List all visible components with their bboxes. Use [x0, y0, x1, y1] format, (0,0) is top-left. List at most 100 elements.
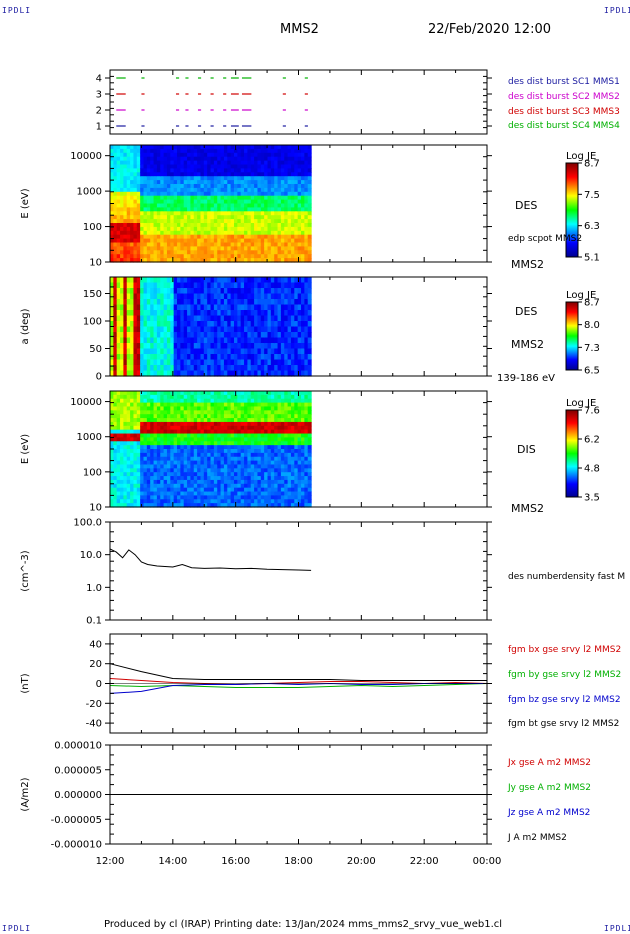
heatmap-cell: [301, 315, 305, 322]
heatmap-cell: [274, 184, 279, 189]
heatmap-cell: [187, 310, 192, 317]
heatmap-cell: [136, 315, 141, 322]
heatmap-cell: [187, 184, 192, 189]
heatmap-cell: [227, 207, 232, 212]
heatmap-cell: [150, 398, 155, 404]
heatmap-cell: [207, 180, 212, 185]
heatmap-cell: [301, 288, 305, 295]
heatmap-cell: [123, 402, 128, 408]
heatmap-cell: [217, 398, 222, 404]
heatmap-cell: [240, 365, 245, 372]
heatmap-cell: [173, 172, 178, 177]
heatmap-cell: [116, 187, 121, 193]
heatmap-cell: [284, 495, 289, 500]
heatmap-cell: [156, 277, 161, 284]
heatmap-cell: [120, 437, 125, 442]
heatmap-cell: [173, 238, 178, 244]
heatmap-cell: [284, 326, 289, 333]
heatmap-cell: [230, 242, 235, 247]
heatmap-cell: [257, 464, 262, 469]
heatmap-cell: [163, 452, 168, 458]
y-tick-label: 1000: [77, 187, 102, 198]
heatmap-cell: [110, 495, 114, 500]
heatmap-cell: [150, 354, 155, 361]
heatmap-cell: [156, 164, 161, 169]
heatmap-cell: [213, 310, 218, 317]
heatmap-cell: [213, 472, 218, 477]
heatmap-cell: [294, 254, 299, 259]
heatmap-cell: [301, 223, 305, 228]
heatmap-cell: [143, 503, 148, 508]
heatmap-cell: [267, 207, 272, 212]
heatmap-cell: [173, 207, 178, 212]
heatmap-cell: [237, 433, 242, 438]
heatmap-cell: [126, 250, 131, 255]
heatmap-cell: [270, 479, 275, 485]
heatmap-cell: [153, 456, 158, 462]
heatmap-cell: [223, 211, 228, 216]
heatmap-cell: [166, 418, 171, 423]
heatmap-cell: [304, 464, 309, 469]
heatmap-cell: [113, 391, 118, 396]
heatmap-cell: [264, 359, 269, 366]
heatmap-cell: [217, 487, 222, 493]
heatmap-cell: [294, 160, 299, 166]
heatmap-cell: [173, 250, 178, 255]
heatmap-cell: [163, 429, 168, 435]
heatmap-cell: [123, 234, 128, 240]
heatmap-cell: [213, 299, 218, 306]
heatmap-cell: [254, 230, 259, 236]
heatmap-cell: [193, 437, 198, 442]
heatmap-cell: [280, 491, 285, 496]
heatmap-cell: [116, 238, 121, 244]
heatmap-cell: [187, 230, 192, 236]
heatmap-cell: [290, 187, 295, 193]
heatmap-cell: [250, 234, 255, 240]
heatmap-cell: [267, 148, 272, 154]
heatmap-cell: [244, 429, 248, 435]
heatmap-cell: [150, 315, 155, 322]
heatmap-cell: [294, 410, 299, 415]
heatmap-cell: [250, 326, 255, 333]
heatmap-cell: [197, 246, 202, 251]
heatmap-cell: [213, 410, 218, 415]
heatmap-cell: [153, 343, 158, 350]
heatmap-cell: [220, 370, 225, 377]
heatmap-cell: [210, 437, 215, 442]
heatmap-cell: [257, 156, 262, 162]
heatmap-cell: [277, 230, 282, 236]
heatmap-cell: [173, 160, 178, 166]
heatmap-cell: [126, 468, 131, 473]
heatmap-cell: [277, 203, 282, 208]
heatmap-cell: [227, 310, 232, 317]
heatmap-cell: [136, 277, 141, 284]
heatmap-cell: [257, 304, 262, 311]
heatmap-cell: [126, 476, 131, 481]
heatmap-cell: [304, 365, 309, 372]
heatmap-cell: [156, 483, 161, 489]
heatmap-cell: [220, 250, 225, 255]
heatmap-cell: [260, 152, 265, 158]
heatmap-cell: [190, 406, 195, 411]
heatmap-cell: [280, 226, 285, 232]
heatmap-cell: [213, 315, 218, 322]
heatmap-cell: [227, 172, 232, 177]
heatmap-cell: [170, 421, 175, 427]
heatmap-cell: [223, 277, 228, 284]
heatmap-cell: [126, 148, 131, 154]
heatmap-cell: [110, 148, 114, 154]
heatmap-cell: [183, 441, 188, 446]
heatmap-cell: [223, 310, 228, 317]
heatmap-cell: [254, 464, 259, 469]
heatmap-cell: [217, 476, 222, 481]
heatmap-cell: [223, 254, 228, 259]
heatmap-cell: [116, 215, 121, 220]
y-tick-label: 10: [89, 503, 102, 514]
heatmap-cell: [160, 487, 165, 493]
heatmap-cell: [126, 203, 131, 208]
heatmap-cell: [304, 191, 309, 197]
heatmap-cell: [187, 207, 192, 212]
heatmap-cell: [260, 234, 265, 240]
heatmap-cell: [150, 495, 155, 500]
heatmap-cell: [277, 168, 282, 173]
